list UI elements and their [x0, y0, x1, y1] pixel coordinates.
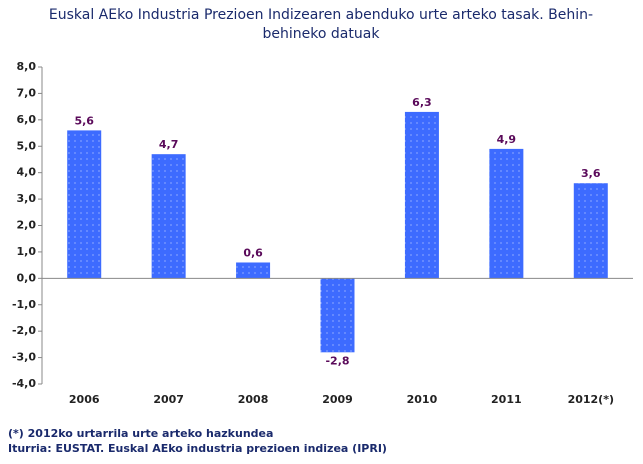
x-tick-label: 2011 — [491, 393, 522, 406]
y-tick-label: 7,0 — [17, 86, 37, 99]
y-tick-label: -4,0 — [12, 377, 36, 390]
y-tick-label: 2,0 — [17, 219, 37, 232]
y-tick-label: -1,0 — [12, 298, 36, 311]
y-tick-label: 0,0 — [17, 271, 37, 284]
bar — [151, 154, 186, 279]
bar — [404, 111, 439, 279]
value-label: 4,7 — [159, 138, 179, 151]
bar — [320, 278, 355, 353]
value-label: 5,6 — [74, 114, 94, 127]
x-tick-label: 2009 — [322, 393, 353, 406]
y-tick-label: 4,0 — [17, 166, 37, 179]
value-label: 4,9 — [497, 133, 517, 146]
x-tick-label: 2008 — [238, 393, 269, 406]
x-tick-label: 2010 — [407, 393, 438, 406]
bar — [236, 262, 271, 279]
y-tick-label: -2,0 — [12, 324, 36, 337]
bar — [573, 183, 608, 279]
chart-title: Euskal AEko Industria Prezioen Indizeare… — [49, 7, 593, 23]
y-tick-label: -3,0 — [12, 351, 36, 364]
x-tick-label: 2007 — [153, 393, 184, 406]
x-tick-label: 2012(*) — [568, 393, 614, 406]
x-tick-label: 2006 — [69, 393, 100, 406]
value-label: 3,6 — [581, 167, 601, 180]
value-label: -2,8 — [325, 354, 349, 367]
y-tick-label: 5,0 — [17, 139, 37, 152]
value-label: 0,6 — [243, 246, 263, 259]
y-tick-label: 6,0 — [17, 113, 37, 126]
y-tick-label: 1,0 — [17, 245, 37, 258]
footnote: (*) 2012ko urtarrila urte arteko hazkund… — [8, 427, 273, 440]
bar — [67, 130, 102, 279]
y-tick-label: 3,0 — [17, 192, 37, 205]
source-note: Iturria: EUSTAT. Euskal AEko industria p… — [8, 442, 387, 455]
value-label: 6,3 — [412, 96, 432, 109]
bar — [489, 148, 524, 279]
y-tick-label: 8,0 — [17, 60, 37, 73]
chart-title: behineko datuak — [263, 26, 381, 42]
